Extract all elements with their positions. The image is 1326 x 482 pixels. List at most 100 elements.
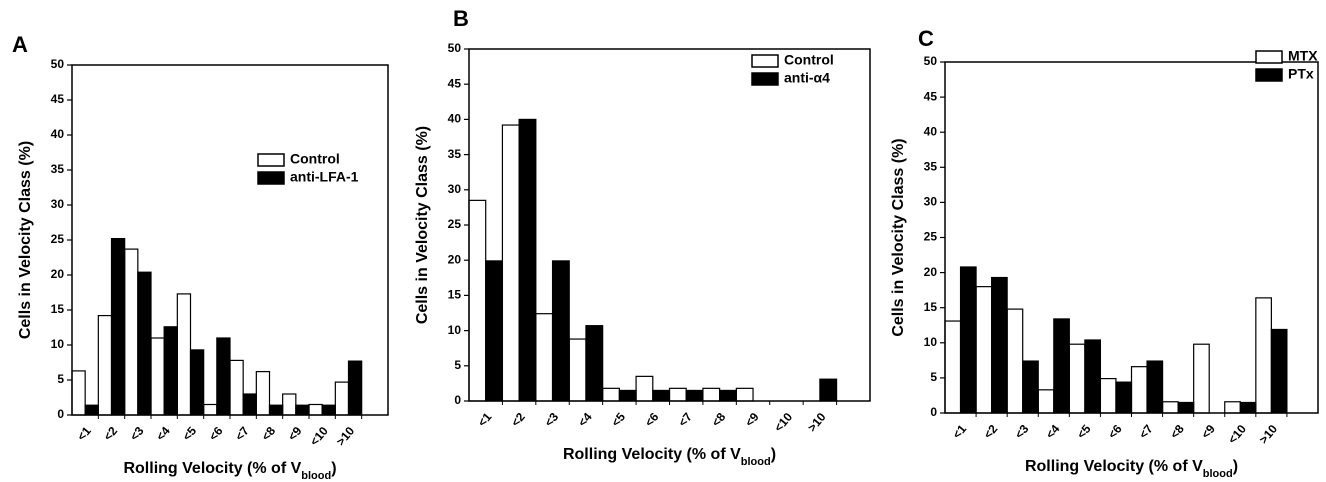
x-axis-label-part: ) <box>771 446 776 463</box>
x-axis-label: Rolling Velocity (% of Vblood) <box>123 460 336 482</box>
x-tick-label: <3 <box>1012 422 1032 442</box>
x-tick-label: <9 <box>1198 422 1218 442</box>
panel-label: A <box>12 32 28 57</box>
bar <box>485 260 504 402</box>
x-tick-label: <8 <box>709 410 729 430</box>
x-tick-label: <5 <box>180 424 200 444</box>
legend-swatch <box>1255 68 1283 82</box>
bar <box>203 403 218 416</box>
x-tick-label: >10 <box>333 424 357 449</box>
bar <box>1146 360 1164 414</box>
bar <box>819 378 838 402</box>
bar <box>163 326 178 416</box>
y-tick-label: 0 <box>930 405 937 419</box>
bar <box>635 375 654 402</box>
bar <box>308 403 323 416</box>
x-tick-label: >10 <box>805 410 829 435</box>
x-tick-label: <8 <box>1167 422 1187 442</box>
bar <box>585 325 604 402</box>
y-tick-label: 15 <box>448 288 462 302</box>
y-tick-label: 45 <box>924 89 938 103</box>
bar <box>347 360 363 416</box>
y-tick-label: 15 <box>924 300 938 314</box>
x-tick-label: <6 <box>206 424 226 444</box>
bar <box>255 371 271 416</box>
x-tick-label: <2 <box>508 410 528 430</box>
y-tick-label: 25 <box>448 217 462 231</box>
x-tick-label: <3 <box>542 410 562 430</box>
x-tick-label: <9 <box>285 424 305 444</box>
bar <box>944 320 962 414</box>
x-tick-label: <2 <box>101 424 121 444</box>
bar <box>1099 378 1117 414</box>
panel-label: C <box>918 26 934 51</box>
legend-swatch <box>751 72 779 86</box>
x-axis-label-part: Rolling Velocity (% of V <box>1025 458 1203 475</box>
bar <box>719 389 737 402</box>
x-axis-label-part: ) <box>331 460 336 477</box>
bar <box>1115 381 1133 414</box>
bar <box>321 404 336 416</box>
y-tick-label: 30 <box>924 195 938 209</box>
bar <box>1177 401 1195 414</box>
legend-label: anti-α4 <box>784 70 830 86</box>
bar <box>1161 401 1179 414</box>
bar <box>1270 328 1288 414</box>
bar <box>150 337 165 416</box>
bar <box>282 393 297 416</box>
bar <box>1037 389 1055 414</box>
x-tick-label: <7 <box>232 424 252 444</box>
x-tick-label: <4 <box>1043 422 1063 442</box>
x-axis-label: Rolling Velocity (% of Vblood) <box>1025 458 1238 480</box>
x-tick-label: <5 <box>1074 422 1094 442</box>
x-tick-label: <4 <box>575 410 595 430</box>
x-tick-label: <7 <box>675 410 695 430</box>
bar <box>84 404 99 416</box>
x-tick-label: <9 <box>742 410 762 430</box>
bar <box>1224 401 1241 414</box>
y-tick-label: 10 <box>448 323 462 337</box>
bar <box>229 359 244 416</box>
y-tick-label: 50 <box>924 54 938 68</box>
legend-label: anti-LFA-1 <box>290 169 359 185</box>
bar <box>568 338 587 402</box>
bar <box>685 389 704 402</box>
x-tick-label: <2 <box>981 422 1001 442</box>
x-tick-label: <5 <box>609 410 629 430</box>
bar <box>668 387 687 402</box>
x-tick-label: <4 <box>153 424 173 444</box>
bar <box>1084 339 1102 414</box>
bar <box>268 404 284 416</box>
y-tick-label: 25 <box>51 232 65 246</box>
y-tick-label: 10 <box>924 335 938 349</box>
bar <box>652 389 671 402</box>
y-tick-label: 20 <box>448 252 462 266</box>
bar <box>137 271 152 416</box>
bar <box>975 286 993 414</box>
x-tick-label: <1 <box>475 410 495 430</box>
y-tick-label: 40 <box>448 112 462 126</box>
y-tick-label: 50 <box>448 41 462 55</box>
x-tick-label: <1 <box>74 424 94 444</box>
bar <box>189 349 205 416</box>
x-tick-label: <10 <box>771 410 795 435</box>
bar <box>1068 343 1086 414</box>
x-tick-label: <10 <box>1225 422 1249 447</box>
bar <box>501 124 520 402</box>
y-tick-label: 30 <box>448 182 462 196</box>
y-tick-label: 35 <box>924 159 938 173</box>
bar <box>535 313 554 402</box>
y-tick-label: 45 <box>51 92 65 106</box>
bar <box>216 337 231 416</box>
legend-label: Control <box>290 151 340 167</box>
y-tick-label: 20 <box>51 267 65 281</box>
y-tick-label: 0 <box>57 407 64 421</box>
x-axis-label-part: blood <box>741 456 771 468</box>
bar <box>602 387 620 402</box>
bar <box>1053 318 1070 414</box>
y-tick-label: 25 <box>924 230 938 244</box>
plot-frame <box>468 48 871 402</box>
bar <box>1239 401 1257 414</box>
bar <box>702 387 721 402</box>
bar <box>97 315 113 416</box>
